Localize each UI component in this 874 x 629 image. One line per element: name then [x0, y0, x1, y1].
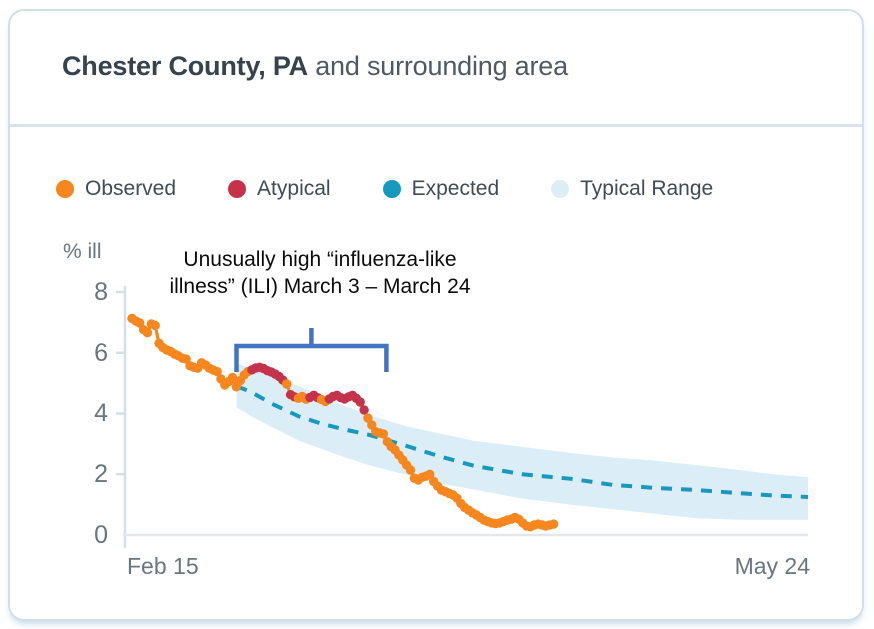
chart-legend: Observed Atypical Expected Typical Range [56, 177, 713, 201]
atypical-dot-icon [228, 180, 247, 198]
x-tick-feb-15: Feb 15 [127, 553, 199, 579]
page-title: Chester County, PA and surrounding area [62, 51, 568, 82]
legend-label: Atypical [257, 177, 331, 200]
y-tick-2: 2 [94, 460, 108, 488]
card-header: Chester County, PA and surrounding area [10, 11, 862, 127]
annotation-bracket [234, 328, 389, 372]
typical-range-dot-icon [551, 180, 570, 198]
annotation-text: Unusually high “influenza-like illness” … [140, 246, 500, 300]
y-axis-label: % ill [63, 240, 102, 263]
observed-dot-icon [56, 180, 74, 198]
title-suffix: and surrounding area [307, 51, 568, 81]
legend-label: Typical Range [580, 177, 714, 200]
annotation-line-2: illness” (ILI) March 3 – March 24 [169, 275, 471, 298]
legend-item-expected[interactable]: Expected [382, 177, 500, 201]
legend-label: Expected [411, 177, 500, 200]
y-tick-8: 8 [94, 278, 108, 306]
title-region-name: Chester County, PA [62, 51, 308, 81]
y-tick-0: 0 [94, 521, 108, 549]
annotation-line-1: Unusually high “influenza-like [183, 248, 457, 271]
legend-item-typical-range[interactable]: Typical Range [551, 177, 713, 201]
expected-dot-icon [382, 180, 401, 198]
legend-item-atypical[interactable]: Atypical [228, 177, 331, 201]
y-tick-4: 4 [94, 399, 108, 427]
y-tick-6: 6 [94, 339, 108, 367]
region-summary-card: Chester County, PA and surrounding area [8, 9, 864, 621]
x-tick-may-24: May 24 [734, 553, 810, 579]
legend-item-observed[interactable]: Observed [56, 177, 176, 201]
legend-label: Observed [85, 177, 177, 200]
